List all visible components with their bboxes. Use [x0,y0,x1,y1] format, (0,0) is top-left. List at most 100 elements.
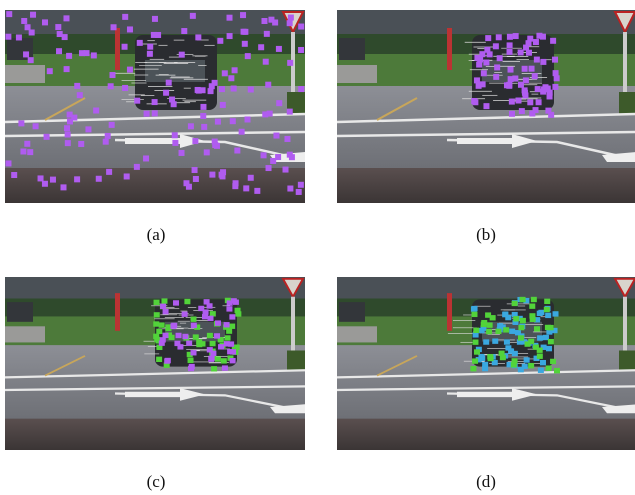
feature-block [539,359,546,366]
feature-block [160,303,167,310]
feature-block [230,85,237,92]
yield-sign [613,11,635,35]
feature-block [521,339,528,345]
feature-block [286,151,293,158]
feature-block [254,187,261,194]
feature-block [506,42,513,49]
feature-block [21,17,28,24]
feature-block [515,97,522,104]
feature-block [146,50,153,57]
feature-block [107,83,114,90]
feature-block [533,355,540,361]
feature-block [182,333,189,340]
feature-block [122,84,129,91]
feature-block [470,365,477,372]
feature-block [143,110,150,117]
feature-block [262,111,269,118]
feature-block [492,338,499,344]
feature-block [542,334,549,341]
feature-block [523,357,530,363]
feature-block [190,350,197,356]
feature-block [244,116,251,123]
pole [623,32,627,92]
feature-block [473,77,480,84]
feature-block [243,185,250,192]
feature-block [28,29,35,36]
feature-block [531,73,538,80]
feature-block [206,332,213,339]
feature-block [276,100,283,107]
feature-block [530,296,537,303]
feature-block [472,332,479,338]
feature-block [163,89,170,96]
feature-block [506,361,513,368]
feature-block [552,56,559,63]
feature-block [480,70,487,77]
feature-block [164,357,171,364]
feature-block [503,327,510,333]
feature-block [172,139,179,146]
ground [5,418,305,450]
feature-block [188,363,195,370]
feature-block [175,332,182,339]
feature-block [217,337,224,343]
feature-block [529,316,536,322]
feature-block [525,40,532,47]
feature-block [207,315,214,322]
feature-block [483,339,490,345]
feature-block [165,325,172,332]
feature-block [221,365,228,371]
bush [619,350,635,371]
feature-block [191,166,198,173]
feature-block [226,33,233,40]
feature-block [158,322,165,328]
feature-block [240,12,247,19]
feature-block [228,341,235,347]
feature-block [231,67,238,74]
feature-block [284,135,291,142]
feature-block [527,99,534,106]
red-pole [115,293,120,331]
feature-block [471,311,478,318]
feature-block [5,160,12,167]
feature-block [247,86,254,93]
feature-block [486,328,493,335]
feature-block [518,108,525,115]
feature-block [194,324,201,330]
feature-block [206,347,213,353]
feature-block [220,169,227,176]
feature-block [173,300,180,306]
feature-block [83,50,90,57]
feature-block [106,168,113,175]
feature-block [190,322,197,329]
feature-block [540,344,547,350]
feature-block [529,110,536,117]
photo-panel [5,277,305,450]
planter [337,65,377,83]
feature-block [184,298,191,305]
feature-block [298,86,305,93]
feature-block [521,363,528,370]
feature-block [217,37,224,44]
feature-block [553,75,560,82]
feature-block [545,107,552,114]
feature-block [186,340,193,346]
feature-block [545,365,552,371]
feature-block [46,68,53,75]
feature-block [260,152,267,159]
feature-block [200,103,207,110]
road-arrow [270,404,305,414]
feature-block [495,34,502,41]
feature-block [242,28,249,35]
feature-block [227,348,234,355]
feature-block [528,65,535,72]
feature-block [534,317,541,323]
feature-block [147,43,154,50]
feature-block [550,37,557,44]
bush [287,92,305,114]
feature-block [514,330,521,336]
sign-board [339,38,365,60]
feature-block [273,132,280,139]
feature-block [153,312,160,318]
feature-block [540,88,547,95]
